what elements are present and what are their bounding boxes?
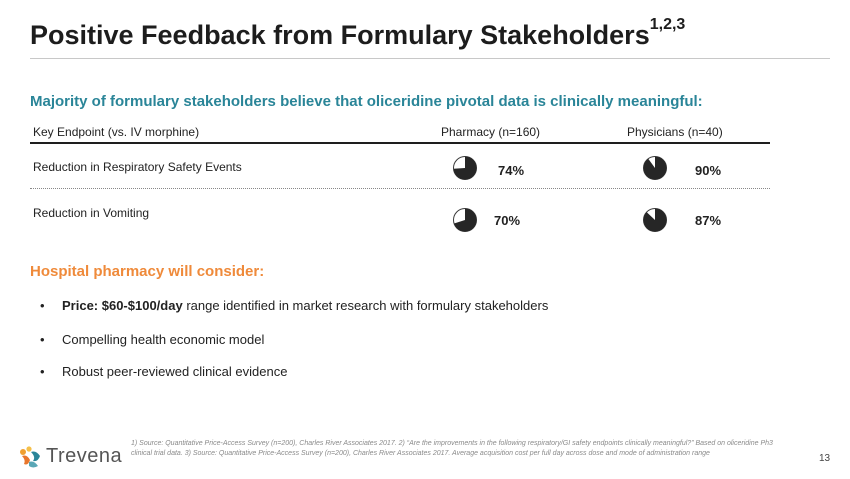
footnote: 1) Source: Quantitative Price-Access Sur… (131, 440, 773, 457)
table-top-rule (30, 142, 770, 144)
bullet-dot: • (40, 298, 45, 313)
bullet-text: range identified in market research with… (182, 298, 549, 313)
row-label-respiratory: Reduction in Respiratory Safety Events (33, 160, 242, 174)
header-pharmacy: Pharmacy (n=160) (441, 125, 541, 139)
trevena-logo-icon (20, 446, 40, 468)
value-pharmacy-respiratory: 74% (498, 163, 525, 178)
bullet-bold: Price: $60-$100/day (62, 298, 183, 313)
bullet-item: • Robust peer-reviewed clinical evidence (40, 364, 287, 379)
title-divider (30, 58, 830, 59)
page-title: Positive Feedback from Formulary Stakeho… (30, 16, 686, 50)
pie-slice (454, 208, 477, 232)
bullet-text: Robust peer-reviewed clinical evidence (62, 364, 288, 379)
bullet-text: Compelling health economic model (62, 332, 265, 347)
bullet-item: • Price: $60-$100/day range identified in… (40, 298, 548, 313)
row-label-vomiting: Reduction in Vomiting (33, 206, 150, 220)
value-physicians-respiratory: 90% (695, 163, 722, 178)
subtitle: Majority of formulary stakeholders belie… (30, 93, 703, 110)
pie-pharmacy-respiratory (453, 156, 477, 180)
bullet-item: • Compelling health economic model (40, 332, 264, 347)
consider-heading: Hospital pharmacy will consider: (30, 263, 265, 280)
bullet-dot: • (40, 364, 45, 379)
pie-slice (453, 156, 477, 180)
value-pharmacy-vomiting: 70% (494, 213, 521, 228)
pie-physicians-respiratory (643, 156, 667, 180)
page-number: 13 (819, 453, 831, 464)
pie-slice (643, 208, 667, 232)
trevena-logo-text: Trevena (46, 445, 123, 467)
header-physicians: Physicians (n=40) (627, 125, 723, 139)
row-separator (30, 188, 770, 189)
header-endpoint: Key Endpoint (vs. IV morphine) (33, 125, 200, 139)
pie-physicians-vomiting (643, 208, 667, 232)
pie-pharmacy-vomiting (453, 208, 477, 232)
title-superscript: 1,2,3 (649, 16, 686, 33)
value-physicians-vomiting: 87% (695, 213, 722, 228)
pie-slice (643, 156, 667, 180)
bullet-dot: • (40, 332, 45, 347)
